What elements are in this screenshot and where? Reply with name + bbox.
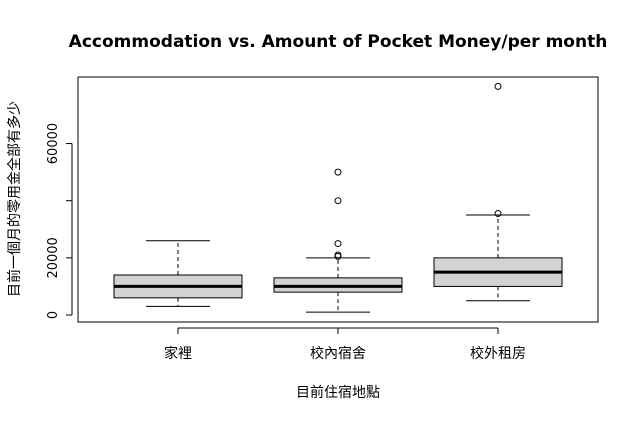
y-tick-label: 60000: [46, 123, 61, 164]
y-axis: 0 20000 60000: [46, 123, 73, 319]
outlier-point: [334, 240, 342, 248]
outlier-point: [494, 210, 502, 218]
outlier-point: [334, 168, 342, 176]
x-tick-label: 校外租房: [470, 345, 526, 362]
chart-title: Accommodation vs. Amount of Pocket Money…: [69, 32, 608, 52]
box-group: [273, 168, 403, 313]
outlier-point: [494, 82, 502, 90]
x-axis-label: 目前住宿地點: [296, 384, 380, 401]
outlier-point: [334, 251, 342, 259]
y-axis-label: 目前一個月的零用金全部有多少: [6, 101, 23, 297]
x-axis: 家裡 校內宿舍 校外租房: [164, 327, 526, 362]
y-tick-label: 20000: [46, 237, 61, 278]
outlier-point: [334, 197, 342, 205]
box-group: [433, 82, 563, 302]
boxes-group: [113, 82, 563, 313]
y-tick-label: 0: [46, 311, 61, 319]
x-tick-label: 校內宿舍: [310, 345, 366, 362]
box-group: [113, 240, 243, 307]
plot-frame: [77, 76, 599, 323]
x-tick-label: 家裡: [164, 345, 192, 362]
